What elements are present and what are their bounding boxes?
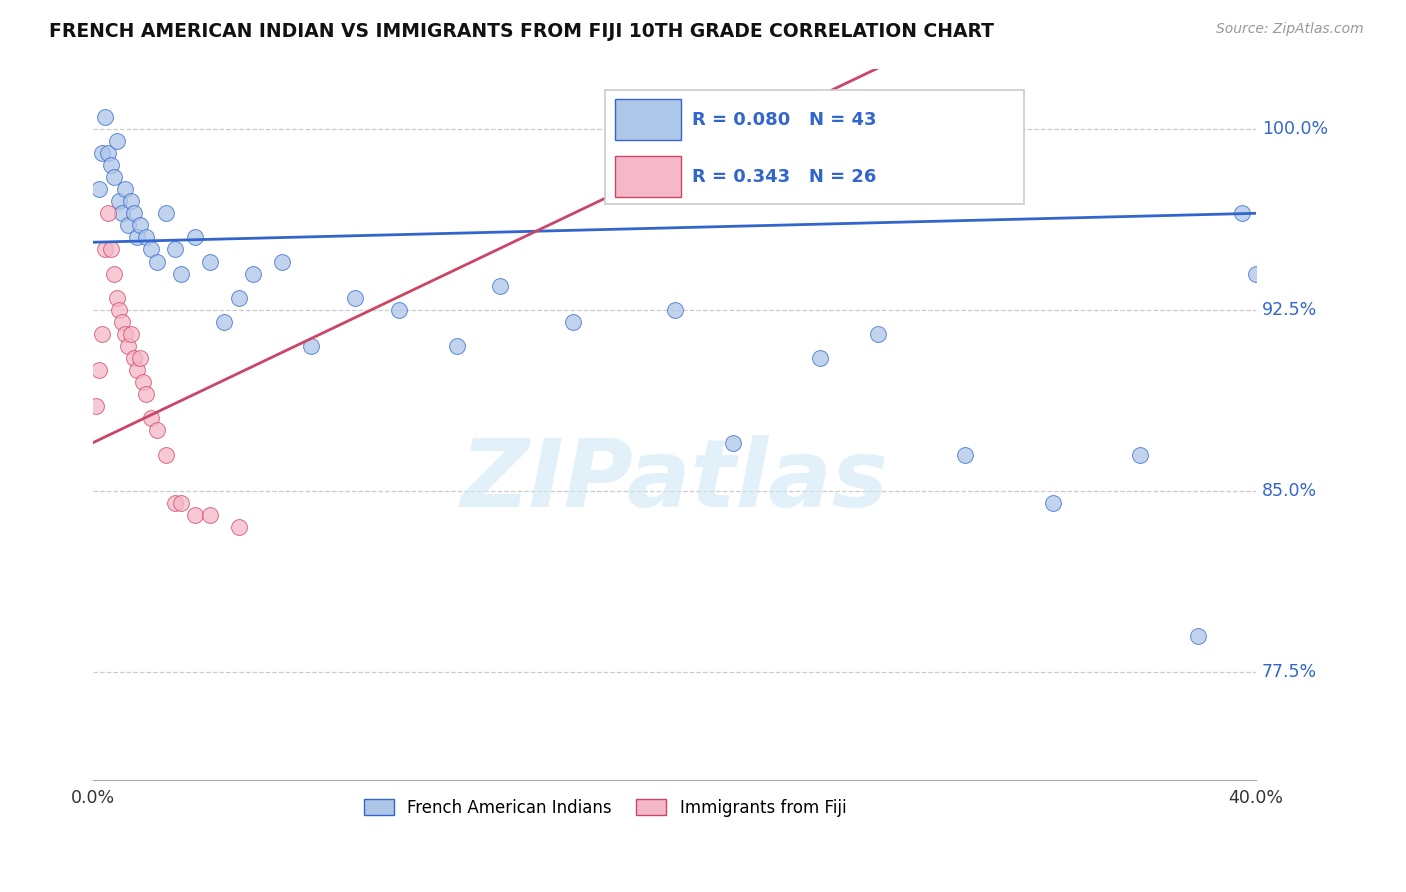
Point xyxy=(228,520,250,534)
Point xyxy=(103,170,125,185)
FancyBboxPatch shape xyxy=(605,90,1024,203)
Point xyxy=(91,326,114,341)
Point xyxy=(122,351,145,365)
Point xyxy=(97,206,120,220)
Point xyxy=(184,508,207,522)
Point xyxy=(105,134,128,148)
Point xyxy=(387,302,409,317)
FancyBboxPatch shape xyxy=(616,99,681,140)
Point xyxy=(132,375,155,389)
Point xyxy=(228,291,250,305)
Point xyxy=(1129,448,1152,462)
Point xyxy=(91,145,114,160)
Text: Source: ZipAtlas.com: Source: ZipAtlas.com xyxy=(1216,22,1364,37)
Point xyxy=(146,254,169,268)
Point xyxy=(1042,496,1064,510)
Point xyxy=(111,206,134,220)
FancyBboxPatch shape xyxy=(616,156,681,197)
Point xyxy=(100,158,122,172)
Point xyxy=(117,339,139,353)
Point xyxy=(122,206,145,220)
Point xyxy=(120,326,142,341)
Point xyxy=(955,448,977,462)
Point xyxy=(299,339,322,353)
Point xyxy=(184,230,207,244)
Point xyxy=(155,206,177,220)
Point xyxy=(141,411,163,425)
Point xyxy=(94,110,117,124)
Point xyxy=(1244,267,1267,281)
Point xyxy=(343,291,366,305)
Point xyxy=(446,339,468,353)
Point xyxy=(114,182,136,196)
Point xyxy=(169,267,191,281)
Point xyxy=(105,291,128,305)
Point xyxy=(135,230,157,244)
Point xyxy=(271,254,294,268)
Point xyxy=(87,182,110,196)
Point xyxy=(868,326,890,341)
Point xyxy=(97,145,120,160)
Text: R = 0.343   N = 26: R = 0.343 N = 26 xyxy=(692,168,876,186)
Point xyxy=(108,194,131,209)
Point xyxy=(120,194,142,209)
Point xyxy=(117,219,139,233)
Point xyxy=(169,496,191,510)
Point xyxy=(163,243,186,257)
Point xyxy=(108,302,131,317)
Text: 92.5%: 92.5% xyxy=(1263,301,1317,318)
Point xyxy=(155,448,177,462)
Point xyxy=(103,267,125,281)
Point xyxy=(125,363,148,377)
Point xyxy=(135,387,157,401)
Text: 77.5%: 77.5% xyxy=(1263,663,1317,681)
Point xyxy=(212,315,235,329)
Point xyxy=(128,351,150,365)
Point xyxy=(808,351,831,365)
Point xyxy=(146,424,169,438)
Point xyxy=(198,254,221,268)
Point xyxy=(125,230,148,244)
Point xyxy=(141,243,163,257)
Point xyxy=(114,326,136,341)
Point xyxy=(163,496,186,510)
Point xyxy=(489,278,512,293)
Legend: French American Indians, Immigrants from Fiji: French American Indians, Immigrants from… xyxy=(356,790,855,825)
Text: 100.0%: 100.0% xyxy=(1263,120,1329,138)
Point xyxy=(1230,206,1253,220)
Point xyxy=(664,302,686,317)
Point xyxy=(1187,628,1209,642)
Point xyxy=(87,363,110,377)
Text: FRENCH AMERICAN INDIAN VS IMMIGRANTS FROM FIJI 10TH GRADE CORRELATION CHART: FRENCH AMERICAN INDIAN VS IMMIGRANTS FRO… xyxy=(49,22,994,41)
Text: ZIPatlas: ZIPatlas xyxy=(461,435,889,527)
Point xyxy=(198,508,221,522)
Point xyxy=(111,315,134,329)
Point xyxy=(242,267,264,281)
Text: R = 0.080   N = 43: R = 0.080 N = 43 xyxy=(692,111,877,128)
Text: 85.0%: 85.0% xyxy=(1263,482,1317,500)
Point xyxy=(100,243,122,257)
Point xyxy=(128,219,150,233)
Point xyxy=(721,435,744,450)
Point xyxy=(94,243,117,257)
Point xyxy=(562,315,585,329)
Point xyxy=(84,400,107,414)
